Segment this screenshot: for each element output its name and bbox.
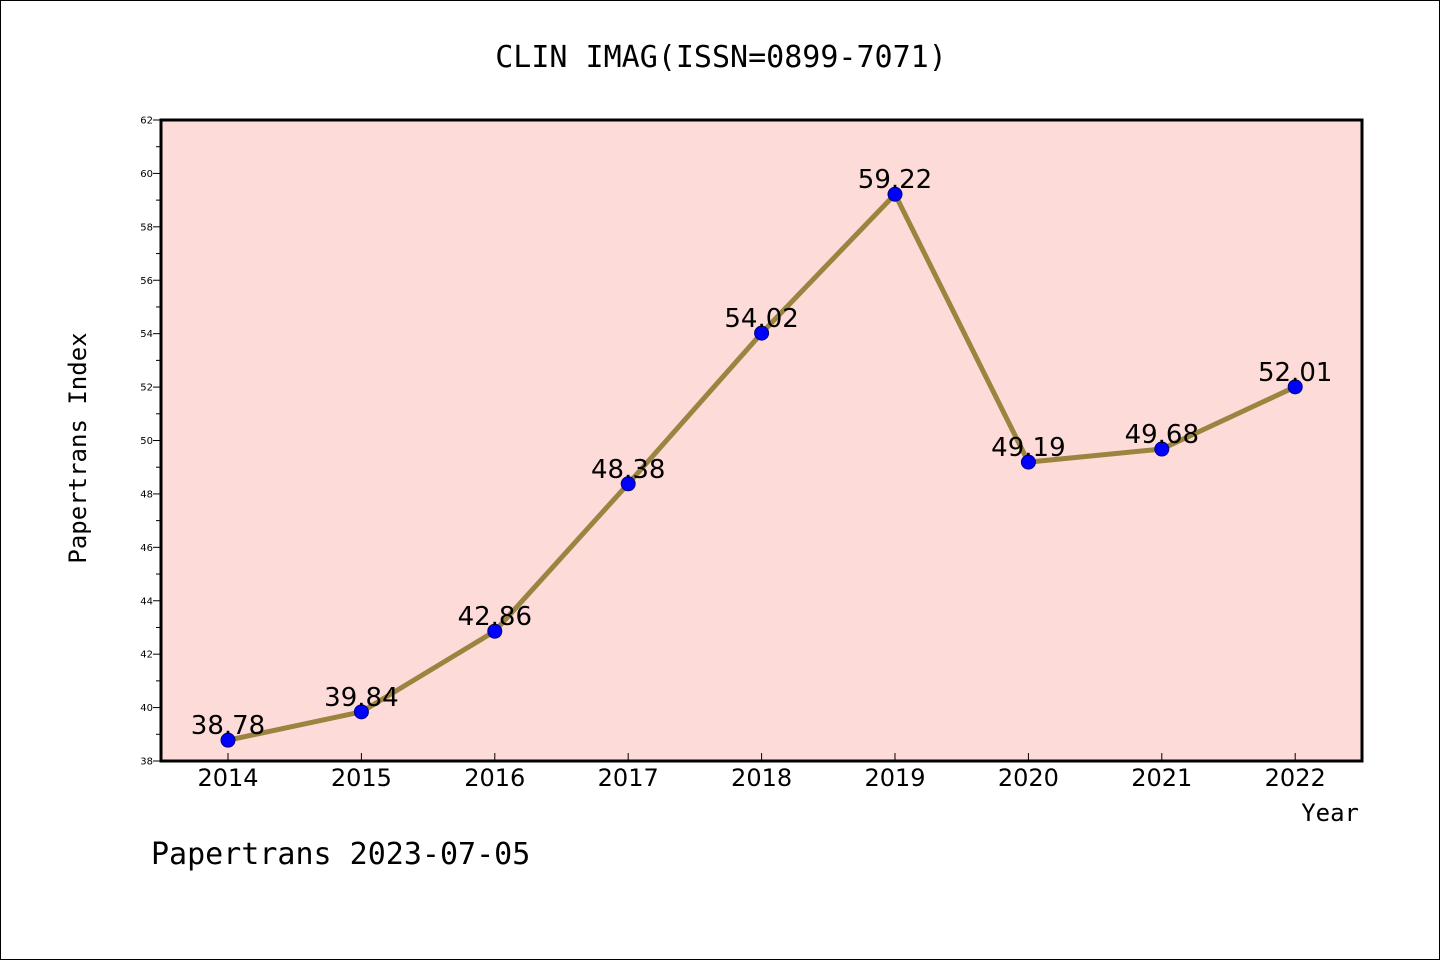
y-tick-label: 46 [140,543,153,554]
y-tick-label: 48 [140,489,153,500]
y-tick-label: 56 [140,276,153,287]
data-label: 52.01 [1258,358,1332,388]
y-tick-label: 50 [140,436,153,447]
data-label: 49.68 [1125,420,1199,450]
y-tick-label: 58 [140,222,153,233]
data-point [353,704,369,720]
x-tick-label: 2015 [331,764,392,792]
data-point [754,325,770,341]
data-label: 59.22 [858,165,932,195]
data-label: 42.86 [458,602,532,632]
x-tick-label: 2014 [197,764,258,792]
y-tick-label: 60 [140,169,153,180]
x-tick-label: 2020 [998,764,1059,792]
x-axis: 2014 2015 2016 2017 2018 2019 2020 2021 2022 [197,753,1326,792]
y-tick-label: 44 [140,596,153,607]
data-point [887,186,903,202]
x-tick-label: 2022 [1265,764,1326,792]
y-tick-label: 52 [140,383,153,394]
data-label: 39.84 [324,683,398,713]
data-point [1020,454,1036,470]
x-tick-label: 2019 [864,764,925,792]
y-tick-label: 42 [140,650,153,661]
x-axis-label: Year [1301,799,1359,827]
x-tick-label: 2018 [731,764,792,792]
data-point [1287,379,1303,395]
y-axis-label: Papertrans Index [64,332,92,563]
data-labels: 38.78 39.84 42.86 48.38 54.02 59.22 49.19 49.68… [191,165,1333,741]
data-points [220,186,1303,748]
data-point [620,476,636,492]
x-tick-label: 2016 [464,764,525,792]
chart-title: CLIN IMAG(ISSN=0899-7071) [495,40,947,75]
footer-date: Papertrans 2023-07-05 [151,837,530,872]
data-label: 54.02 [724,304,798,334]
data-label: 49.19 [991,433,1065,463]
data-label: 48.38 [591,455,665,485]
y-tick-label: 38 [140,757,153,768]
plot-area [159,118,1364,763]
y-tick-label: 62 [140,116,153,127]
x-tick-label: 2017 [598,764,659,792]
data-point [487,623,503,639]
data-label: 38.78 [191,711,265,741]
y-tick-label: 54 [140,329,153,340]
data-point [220,732,236,748]
x-tick-label: 2021 [1131,764,1192,792]
data-point [1154,441,1170,457]
y-axis: 38 40 42 44 46 48 50 52 54 56 58 60 62 [140,116,161,768]
y-tick-label: 40 [140,703,153,714]
